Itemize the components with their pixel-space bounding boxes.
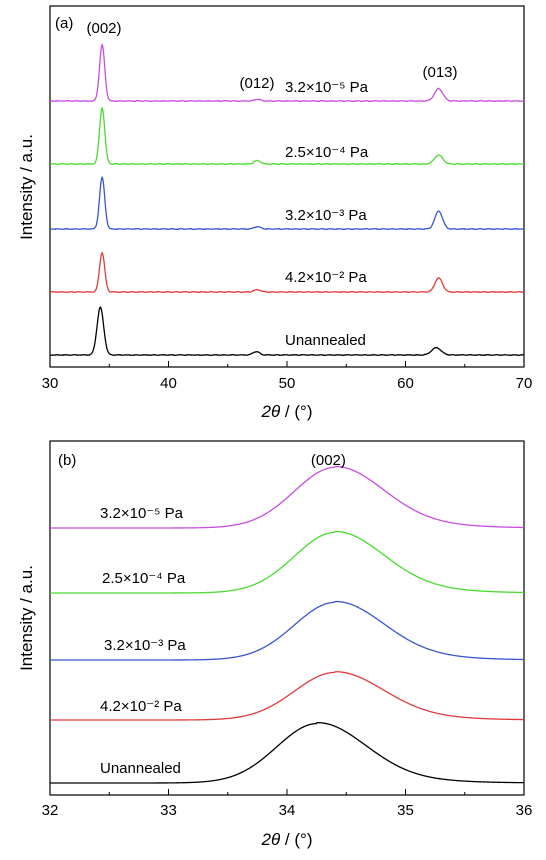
panel-b-y-axis-label: Intensity / a.u. bbox=[17, 565, 36, 671]
panel-b-frame bbox=[49, 440, 525, 796]
panel-a-x-ticks: 30 40 50 60 70 bbox=[42, 361, 533, 392]
panel-b-x-axis-symbol: 2θ bbox=[261, 830, 281, 849]
panel-a-trace bbox=[49, 306, 525, 357]
panel-b-series-labels: Unannealed 4.2×10⁻² Pa 3.2×10⁻³ Pa 2.5×10⁻⁴… bbox=[100, 505, 186, 777]
panel-a-series-labels: Unannealed 4.2×10⁻² Pa 3.2×10⁻³ Pa 2.5×10⁻⁴… bbox=[285, 79, 369, 349]
panel-b-tick-label: 32 bbox=[42, 802, 59, 819]
panel-b-series-label: 2.5×10⁻⁴ Pa bbox=[102, 570, 186, 587]
panel-a-peak-label: (012) bbox=[239, 75, 274, 92]
panel-b-tick-label: 33 bbox=[160, 802, 177, 819]
panel-a-trace bbox=[49, 251, 525, 294]
panel-b-tick-label: 36 bbox=[516, 802, 533, 819]
panel-a-frame bbox=[49, 5, 525, 368]
panel-a-series-label: Unannealed bbox=[285, 332, 366, 349]
panel-b-trace bbox=[50, 722, 525, 784]
panel-a-trace bbox=[49, 175, 525, 231]
panel-b-series-label: 3.2×10⁻⁵ Pa bbox=[100, 505, 184, 522]
panel-b-series-label: Unannealed bbox=[100, 760, 181, 777]
panel-a-tick-label: 50 bbox=[279, 375, 296, 392]
panel-a-peak-labels: (002) (012) (013) bbox=[86, 20, 457, 92]
panel-a-tick-label: 30 bbox=[42, 375, 59, 392]
panel-a-series-label: 3.2×10⁻³ Pa bbox=[285, 207, 367, 224]
panel-b-trace bbox=[50, 465, 525, 529]
panel-a-x-axis-unit: / (°) bbox=[280, 402, 312, 421]
panel-b-x-ticks: 32 33 34 35 36 bbox=[42, 789, 533, 819]
panel-a-trace bbox=[49, 106, 525, 166]
panel-b-trace bbox=[50, 600, 525, 661]
panel-a-series-label: 4.2×10⁻² Pa bbox=[285, 269, 367, 286]
panel-b-series-label: 3.2×10⁻³ Pa bbox=[104, 637, 186, 654]
panel-a-series-label: 3.2×10⁻⁵ Pa bbox=[285, 79, 369, 96]
panel-a: (a) 30 40 50 60 70 Unannealed 4.2×10⁻² Pa 3.2×… bbox=[17, 5, 533, 421]
panel-a-trace bbox=[49, 42, 525, 103]
panel-a-tick-label: 60 bbox=[397, 375, 414, 392]
panel-a-x-axis-symbol: 2θ bbox=[261, 402, 281, 421]
panel-b-trace bbox=[50, 530, 525, 594]
panel-a-tick-label: 40 bbox=[160, 375, 177, 392]
panel-b-traces bbox=[50, 465, 525, 784]
panel-b: (b) 32 33 34 35 36 Unannealed 4.2×10⁻² Pa 3.2×… bbox=[17, 440, 533, 849]
panel-b-x-axis-unit: / (°) bbox=[280, 830, 312, 849]
panel-a-label: (a) bbox=[55, 15, 73, 32]
panel-a-series-label: 2.5×10⁻⁴ Pa bbox=[285, 144, 369, 161]
panel-b-trace bbox=[50, 671, 525, 721]
panel-b-peak-labels: (002) bbox=[311, 452, 346, 469]
panel-a-y-axis-label: Intensity / a.u. bbox=[17, 134, 36, 240]
panel-a-tick-label: 70 bbox=[516, 375, 533, 392]
panel-b-x-axis-label: 2θ / (°) bbox=[261, 830, 313, 849]
panel-b-label: (b) bbox=[58, 452, 76, 469]
panel-a-peak-label: (002) bbox=[86, 20, 121, 37]
panel-b-tick-label: 34 bbox=[279, 802, 296, 819]
panel-b-peak-label: (002) bbox=[311, 452, 346, 469]
panel-a-x-axis-label: 2θ / (°) bbox=[261, 402, 313, 421]
panel-a-peak-label: (013) bbox=[422, 64, 457, 81]
panel-b-series-label: 4.2×10⁻² Pa bbox=[100, 698, 182, 715]
panel-b-tick-label: 35 bbox=[397, 802, 414, 819]
panel-a-traces bbox=[49, 42, 525, 357]
